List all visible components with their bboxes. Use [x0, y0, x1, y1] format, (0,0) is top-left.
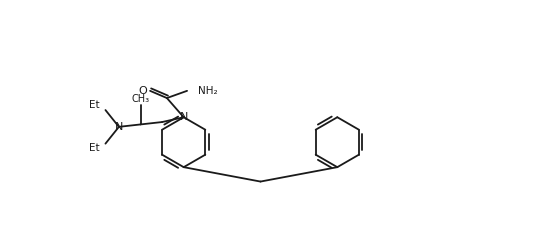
- Text: N: N: [179, 112, 188, 122]
- Text: O: O: [138, 86, 147, 96]
- Text: CH₃: CH₃: [131, 94, 149, 105]
- Text: Et: Et: [89, 143, 100, 154]
- Text: Et: Et: [89, 100, 100, 110]
- Text: NH₂: NH₂: [198, 86, 217, 96]
- Text: N: N: [114, 122, 123, 132]
